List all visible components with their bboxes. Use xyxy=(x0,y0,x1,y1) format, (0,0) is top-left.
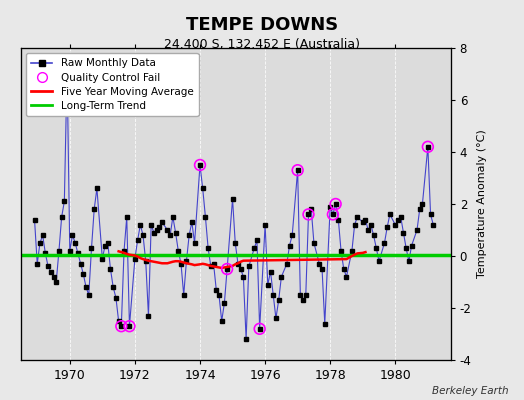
Y-axis label: Temperature Anomaly (°C): Temperature Anomaly (°C) xyxy=(477,130,487,278)
Point xyxy=(223,266,231,272)
Point xyxy=(256,326,264,332)
Point xyxy=(117,323,126,330)
Point xyxy=(293,167,302,174)
Text: TEMPE DOWNS: TEMPE DOWNS xyxy=(186,16,338,34)
Point xyxy=(196,162,204,168)
Legend: Raw Monthly Data, Quality Control Fail, Five Year Moving Average, Long-Term Tren: Raw Monthly Data, Quality Control Fail, … xyxy=(26,53,199,116)
Point xyxy=(424,144,432,150)
Text: 24.400 S, 132.452 E (Australia): 24.400 S, 132.452 E (Australia) xyxy=(164,38,360,51)
Point xyxy=(63,66,71,72)
Point xyxy=(332,201,340,207)
Point xyxy=(304,211,313,218)
Text: Berkeley Earth: Berkeley Earth xyxy=(432,386,508,396)
Point xyxy=(329,211,337,218)
Point xyxy=(125,323,134,330)
